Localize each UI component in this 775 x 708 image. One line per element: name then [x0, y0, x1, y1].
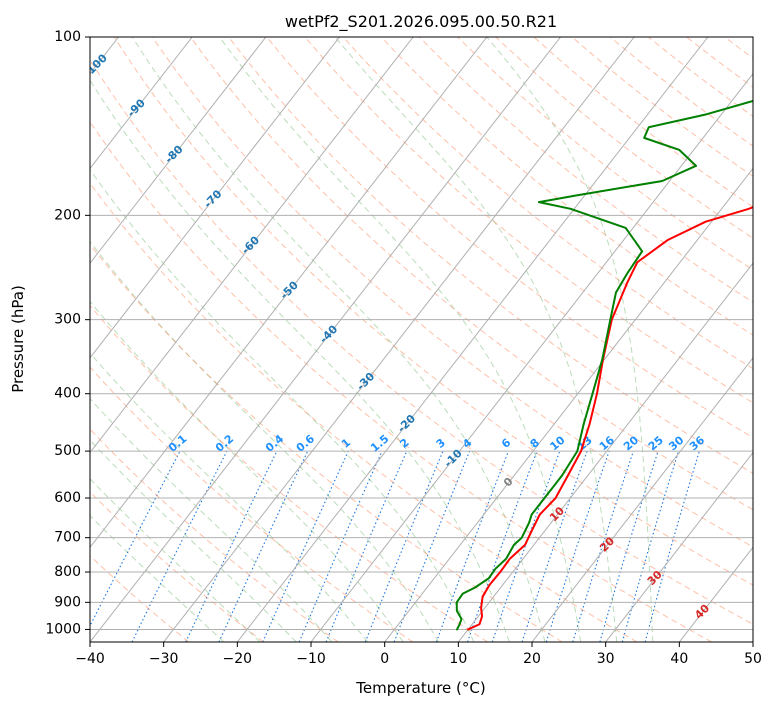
- dry-adiabats: [90, 37, 753, 642]
- isotherm-line: [90, 37, 414, 454]
- x-tick-label: 50: [744, 651, 762, 667]
- isotherm-line: [457, 262, 753, 642]
- x-axis-label: Temperature (°C): [355, 679, 485, 697]
- moist-adiabat: [90, 79, 510, 642]
- x-tick-label: 40: [670, 651, 688, 667]
- isotherm-line: [384, 167, 753, 642]
- x-tick-label: 10: [449, 651, 467, 667]
- x-tick-label: −30: [149, 651, 179, 667]
- plot-frame: [89, 36, 754, 643]
- dewpoint-profile-line: [455, 99, 753, 631]
- moist-adiabat: [90, 240, 439, 642]
- moist-adiabat: [90, 514, 225, 642]
- dry-adiabat: [380, 37, 753, 336]
- isotherm-line: [531, 357, 753, 642]
- dry-adiabat: [266, 37, 753, 439]
- x-tick-label: −40: [75, 651, 105, 667]
- x-tick-label: 20: [523, 651, 541, 667]
- dry-adiabat: [457, 37, 753, 271]
- dry-adiabat: [419, 37, 753, 303]
- moist-adiabat: [90, 300, 404, 642]
- mixing-ratio-line: [644, 450, 700, 642]
- y-tick-label: 100: [54, 29, 81, 45]
- moist-adiabats: [90, 37, 654, 642]
- isotherm-line: [236, 37, 709, 642]
- dry-adiabat: [151, 37, 753, 548]
- mixing-ratio-line: [466, 450, 538, 642]
- dry-adiabat: [113, 37, 753, 586]
- mixing-ratio-line: [521, 450, 588, 642]
- moist-adiabat: [90, 439, 297, 642]
- mixing-ratio-line: [262, 450, 349, 642]
- temperature-profile-line: [467, 206, 753, 631]
- moist-adiabat: [90, 168, 475, 642]
- x-tick-label: −20: [223, 651, 253, 667]
- isotherm-line: [90, 37, 267, 264]
- y-tick-label: 300: [54, 312, 81, 328]
- profile-series: [455, 99, 753, 631]
- x-tick-label: −10: [296, 651, 326, 667]
- dry-adiabat: [342, 37, 753, 370]
- mixing-ratio-line: [491, 450, 561, 642]
- isotherm-line: [605, 451, 753, 642]
- moist-adiabat: [131, 37, 546, 642]
- dry-adiabat: [90, 366, 414, 642]
- dry-adiabat: [90, 58, 753, 625]
- dry-adiabat: [90, 182, 638, 642]
- y-tick-label: 600: [54, 490, 81, 506]
- isotherm-gridlines: [90, 37, 753, 642]
- x-tick-label: 30: [597, 651, 615, 667]
- y-tick-label: 700: [54, 530, 81, 546]
- x-axis-ticks: −40 −30 −20 −10 0 10 20 30 40 50: [75, 642, 762, 667]
- mixing-ratio-line: [599, 450, 659, 642]
- moist-adiabat: [486, 37, 654, 642]
- x-tick-label: 0: [380, 651, 389, 667]
- isotherm-line: [90, 37, 340, 359]
- dry-adiabat: [190, 37, 753, 511]
- isotherm-line: [90, 37, 488, 549]
- isotherm-line: [163, 37, 635, 642]
- moist-adiabat: [90, 352, 369, 642]
- y-tick-label: 400: [54, 386, 81, 402]
- y-axis-ticks: 100 200 300 400 500 600 700 800 900 1000: [45, 29, 90, 637]
- dry-adiabat: [495, 37, 753, 239]
- moist-adiabat: [219, 37, 582, 642]
- chart-title: wetPf2_S201.2026.095.00.50.R21: [285, 12, 557, 32]
- y-tick-label: 800: [54, 564, 81, 580]
- dry-adiabat: [304, 37, 753, 404]
- mixing-ratio-line: [325, 450, 408, 642]
- isotherm-line: [310, 72, 753, 642]
- mixing-ratio-line: [298, 450, 383, 642]
- mixing-ratio-line: [185, 450, 278, 642]
- y-tick-label: 200: [54, 207, 81, 223]
- mixing-ratio-line: [218, 450, 309, 642]
- y-axis-label: Pressure (hPa): [9, 285, 27, 393]
- isotherm-line: [90, 37, 561, 642]
- moist-adiabat: [334, 37, 618, 642]
- mixing-ratio-line: [621, 450, 680, 642]
- y-tick-label: 900: [54, 594, 81, 610]
- y-tick-label: 1000: [45, 621, 81, 637]
- moist-adiabat: [90, 478, 261, 642]
- mixing-ratio-lines: [90, 450, 700, 642]
- y-tick-label: 500: [54, 443, 81, 459]
- dry-adiabat: [90, 243, 563, 642]
- plot-area: -100-90-80-70-60-50-40-30-20-10010203040…: [90, 37, 753, 642]
- isotherm-line: [90, 37, 193, 170]
- dry-adiabat: [90, 428, 339, 642]
